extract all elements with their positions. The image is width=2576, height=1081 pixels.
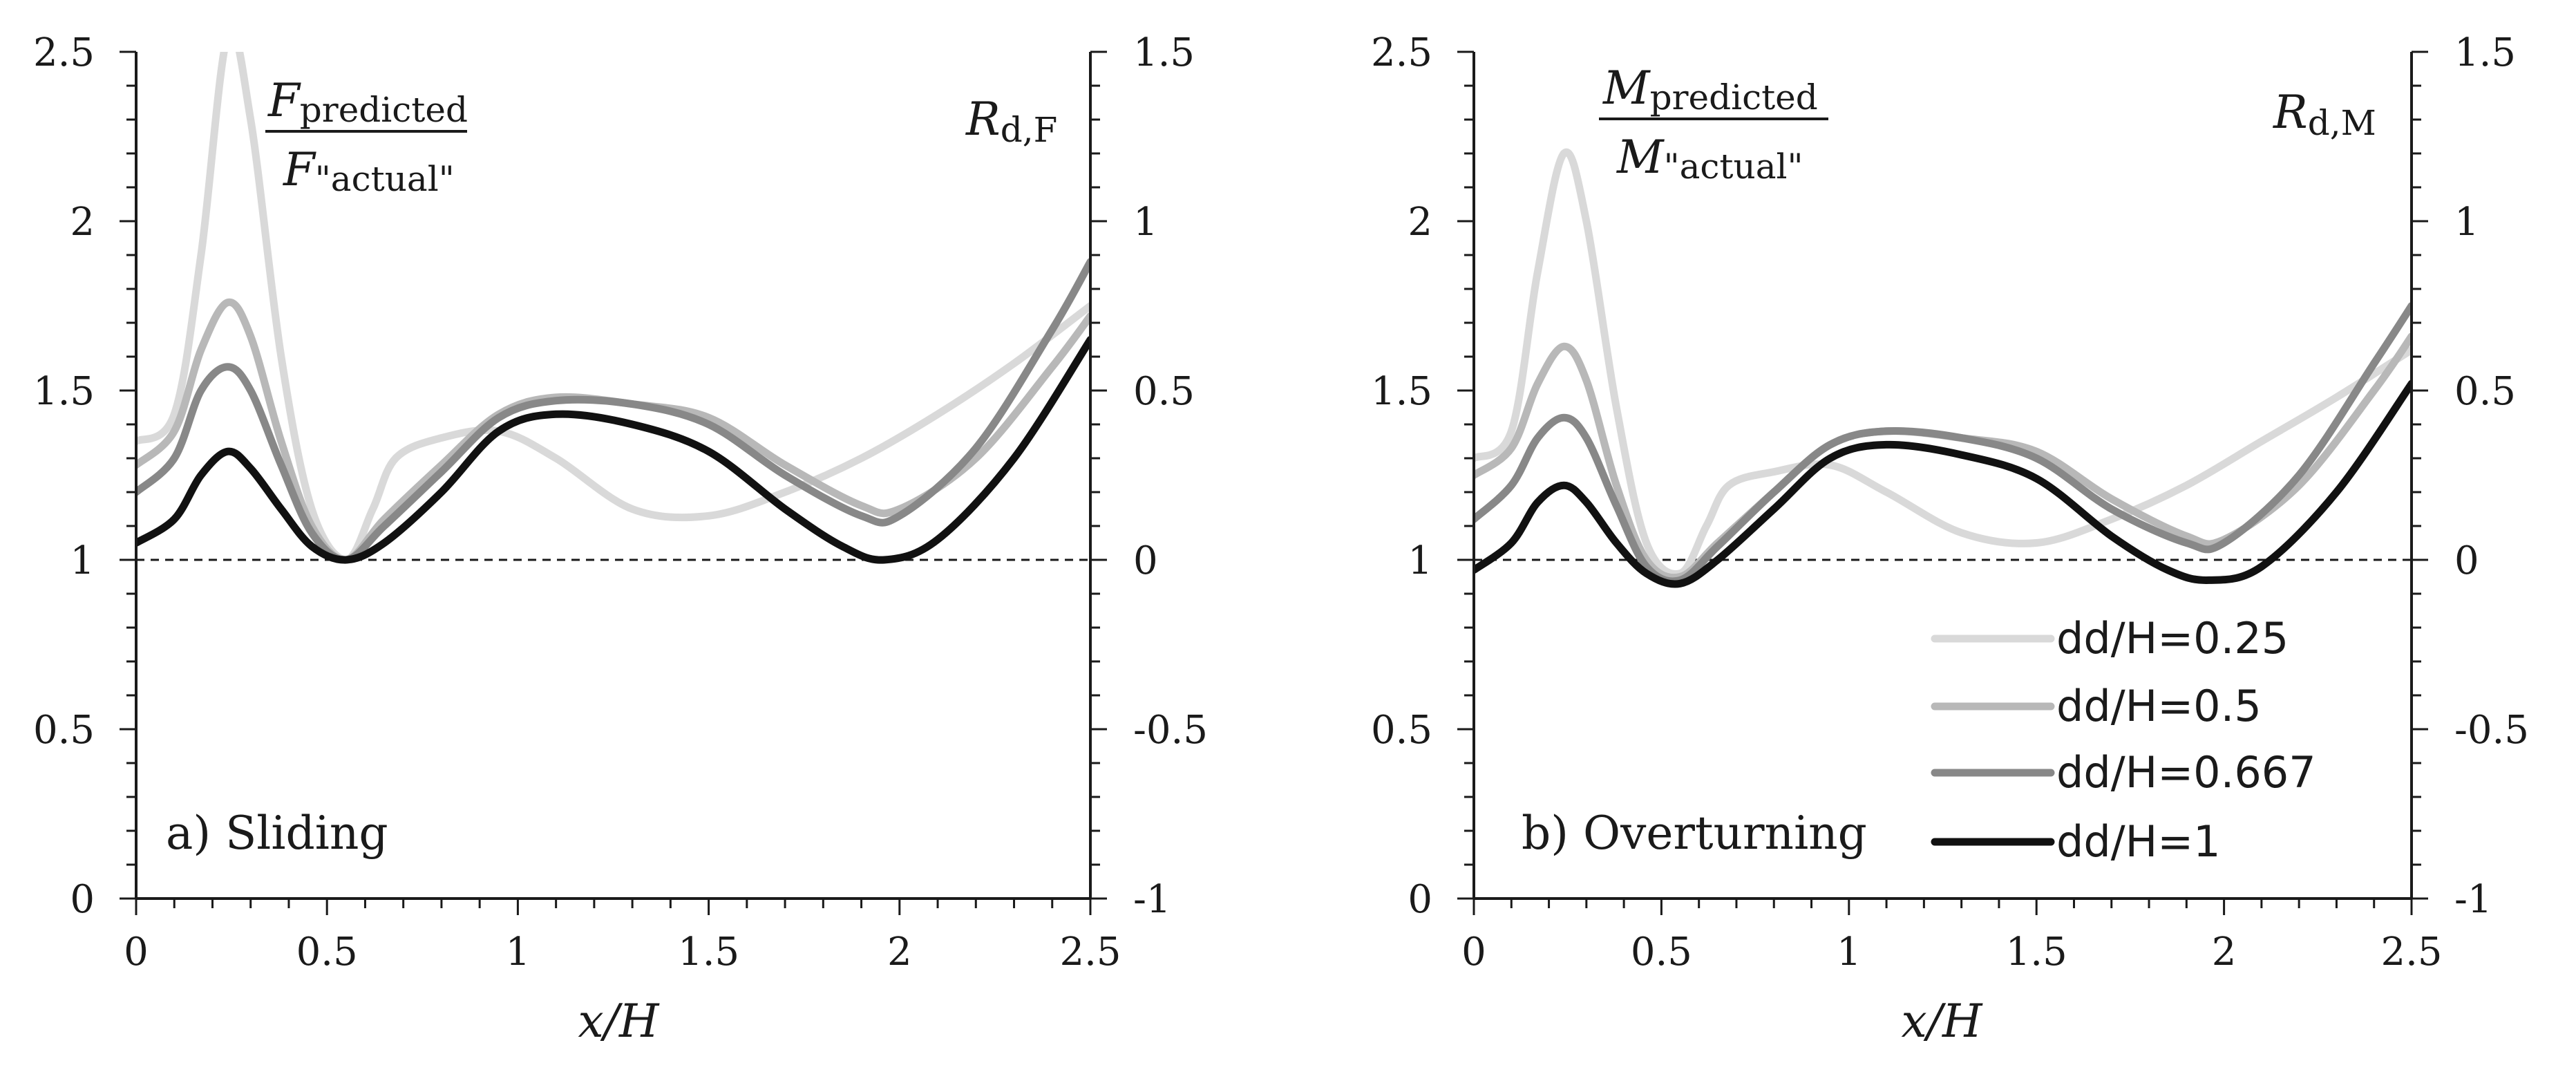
x-tick-label: 1.5 xyxy=(2006,930,2067,975)
left-tick-label: 2.5 xyxy=(33,30,95,75)
panel-a-sliding: 0 0.5 1 1.5 2 2.5 -1 -0.5 0 0.5 1 1.5 0 0.5 1 1.5 2 2.5 a… xyxy=(33,30,1208,1048)
left-tick-label: 1 xyxy=(70,538,95,583)
right-tick-label: 0.5 xyxy=(1133,369,1195,414)
x-tick-label: 1.5 xyxy=(678,930,739,975)
legend-entry: dd/H=0.667 xyxy=(1931,747,2316,798)
panel-b-right-ylabel-sub: d,M xyxy=(2308,103,2376,143)
legend-label-dd-0-667: dd/H=0.667 xyxy=(2056,747,2316,798)
x-tick-label: 0 xyxy=(1461,930,1486,975)
series-line-dd-h-0-667 xyxy=(1472,302,2413,585)
panel-b-denominator-sub: "actual" xyxy=(1664,147,1803,187)
right-tick-label: -0.5 xyxy=(1133,708,1208,753)
right-tick-label: -1 xyxy=(2454,877,2492,922)
right-tick-label: 0.5 xyxy=(2454,369,2516,414)
right-tick-label: 1 xyxy=(1133,200,1158,245)
left-tick-label: 2 xyxy=(1408,200,1432,245)
legend-label-dd-0-25: dd/H=0.25 xyxy=(2056,613,2289,664)
panel-a-label: a) Sliding xyxy=(166,807,388,860)
panel-b-numerator-symbol: M xyxy=(1602,62,1651,115)
series-line-dd-h-0-25 xyxy=(135,52,1092,564)
legend-entry: dd/H=0.5 xyxy=(1931,681,2262,731)
panel-b-right-ylabel: Rd,M xyxy=(2273,86,2376,143)
right-tick-label: -1 xyxy=(1133,877,1171,922)
legend-label-dd-0-5: dd/H=0.5 xyxy=(2056,681,2262,731)
left-tick-label: 0 xyxy=(70,877,95,922)
panel-a-numerator-sub: predicted xyxy=(300,90,468,130)
panel-b-xlabel: x/H xyxy=(1901,995,1982,1048)
panel-a-right-ylabel: Rd,F xyxy=(965,93,1057,150)
x-tick-label: 2.5 xyxy=(1059,930,1121,975)
svg-text:F"actual": F"actual" xyxy=(283,143,455,199)
svg-text:Mpredicted: Mpredicted xyxy=(1602,62,1818,118)
panel-b-numerator-sub: predicted xyxy=(1650,77,1818,118)
legend-entry: dd/H=0.25 xyxy=(1931,613,2289,664)
left-tick-label: 0.5 xyxy=(33,708,95,753)
legend: dd/H=0.25 dd/H=0.5 dd/H=0.667 dd/H=1 xyxy=(1931,613,2316,867)
panel-b-right-ylabel-symbol: R xyxy=(2273,86,2308,139)
series-line-dd-h-0-667 xyxy=(135,258,1092,564)
right-tick-label: 1.5 xyxy=(1133,30,1195,75)
x-tick-label: 0.5 xyxy=(1631,930,1692,975)
left-tick-label: 0.5 xyxy=(1371,708,1432,753)
right-tick-label: 0 xyxy=(2454,538,2479,583)
x-tick-label: 2.5 xyxy=(2380,930,2442,975)
legend-label-dd-1: dd/H=1 xyxy=(2056,816,2221,867)
x-tick-label: 2 xyxy=(2212,930,2237,975)
panel-a-left-ylabel: Fpredicted F"actual" xyxy=(265,74,468,199)
x-tick-label: 1 xyxy=(506,930,531,975)
left-tick-label: 0 xyxy=(1408,877,1432,922)
series-line-dd-h-1 xyxy=(135,336,1092,564)
svg-text:Fpredicted: Fpredicted xyxy=(267,74,468,130)
right-tick-label: 0 xyxy=(1133,538,1158,583)
series-line-dd-h-0-25 xyxy=(1472,148,2413,578)
x-tick-label: 2 xyxy=(887,930,912,975)
panel-b-denominator-symbol: M xyxy=(1616,131,1665,184)
panel-a-denominator-sub: "actual" xyxy=(315,159,455,199)
legend-entry: dd/H=1 xyxy=(1931,816,2221,867)
left-tick-label: 2.5 xyxy=(1371,30,1432,75)
panel-b-overturning: 0 0.5 1 1.5 2 2.5 -1 -0.5 0 0.5 1 1.5 0 0.5 1 1.5 2 2.5 b… xyxy=(1371,30,2529,1048)
series-line-dd-h-1 xyxy=(1472,379,2413,588)
panel-b-axes: 0 0.5 1 1.5 2 2.5 -1 -0.5 0 0.5 1 1.5 0 0.5 1 1.5 2 2.5 xyxy=(1371,30,2529,975)
left-tick-label: 1.5 xyxy=(33,369,95,414)
panel-b-series xyxy=(1472,148,2413,588)
right-tick-label: -0.5 xyxy=(2454,708,2529,753)
panel-a-denominator-symbol: F xyxy=(283,143,316,196)
right-tick-label: 1 xyxy=(2454,200,2479,245)
panel-b-left-ylabel: Mpredicted M"actual" xyxy=(1599,62,1828,187)
panel-a-xlabel: x/H xyxy=(578,995,659,1048)
panel-a-right-ylabel-sub: d,F xyxy=(1001,110,1058,150)
x-tick-label: 0.5 xyxy=(296,930,358,975)
panel-b-label: b) Overturning xyxy=(1522,807,1867,860)
x-tick-label: 1 xyxy=(1837,930,1862,975)
svg-text:M"actual": M"actual" xyxy=(1616,131,1803,187)
panel-a-axes: 0 0.5 1 1.5 2 2.5 -1 -0.5 0 0.5 1 1.5 0 0.5 1 1.5 2 2.5 xyxy=(33,30,1208,975)
panel-a-right-ylabel-symbol: R xyxy=(965,93,1001,146)
left-tick-label: 2 xyxy=(70,200,95,245)
panel-a-series xyxy=(135,52,1092,564)
left-tick-label: 1.5 xyxy=(1371,369,1432,414)
left-tick-label: 1 xyxy=(1408,538,1432,583)
x-tick-label: 0 xyxy=(124,930,149,975)
right-tick-label: 1.5 xyxy=(2454,30,2516,75)
panel-a-numerator-symbol: F xyxy=(267,74,301,127)
